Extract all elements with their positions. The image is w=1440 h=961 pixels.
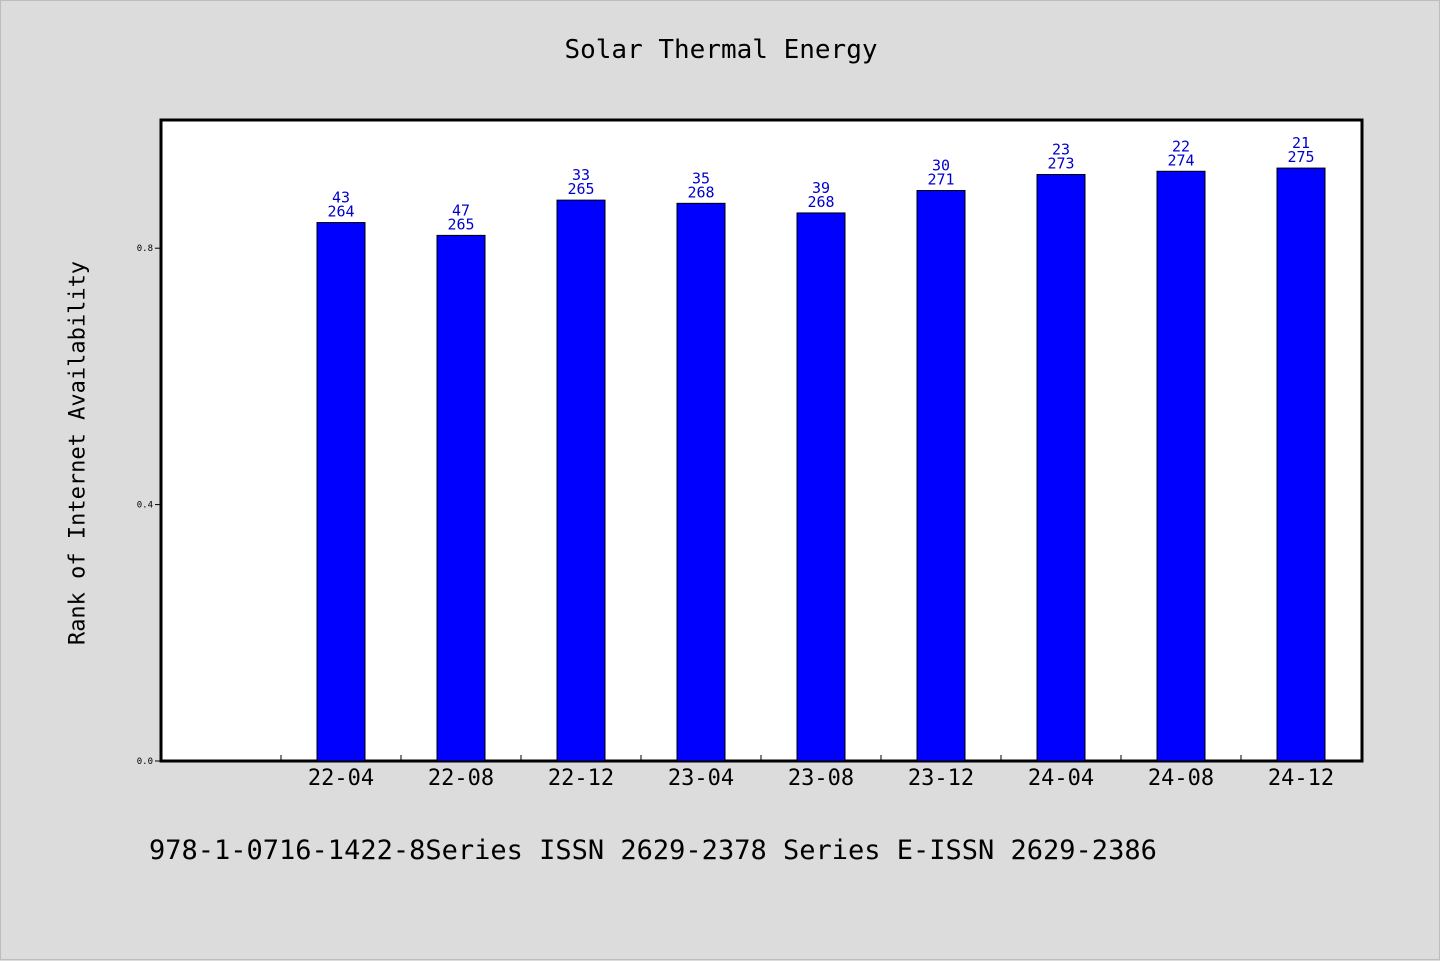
bar-label-top: 43	[332, 189, 350, 207]
bar-label-bottom: 273	[1047, 154, 1074, 172]
bar-label-top: 33	[572, 166, 590, 184]
bar-label-top: 39	[812, 179, 830, 197]
x-tick-label: 22-08	[428, 766, 494, 791]
bar	[676, 202, 726, 762]
bar	[316, 222, 366, 762]
x-tick-label: 23-04	[668, 766, 734, 791]
y-tick-label: 0.4	[137, 501, 153, 511]
x-tick-label: 24-08	[1148, 766, 1214, 791]
bar-label-bottom: 268	[687, 183, 714, 201]
bar-label-top: 23	[1052, 140, 1070, 158]
bar	[916, 190, 966, 762]
bar-label-top: 35	[692, 169, 710, 187]
bar	[1276, 167, 1326, 762]
bar-label-top: 30	[932, 157, 950, 175]
bar-label-top: 47	[452, 201, 470, 219]
x-tick-label: 22-12	[548, 766, 614, 791]
y-tick-label: 0.8	[137, 244, 153, 254]
bar-label-top: 22	[1172, 137, 1190, 155]
bar-label-bottom: 268	[807, 193, 834, 211]
bar	[556, 199, 606, 762]
bar	[1156, 170, 1206, 762]
bar-label-bottom: 271	[927, 171, 954, 189]
y-ticks-group: 0.0 0.4 0.8	[137, 244, 161, 767]
x-tick-label: 24-12	[1268, 766, 1334, 791]
bar-label-bottom: 265	[567, 180, 594, 198]
bar-label-bottom: 264	[327, 203, 354, 221]
bar-label-top: 21	[1292, 134, 1310, 152]
bar-label-bottom: 274	[1167, 151, 1194, 169]
x-ticks-group: 22-04 22-08 22-12 23-04 23-08 23-12 24-04 24-08…	[280, 755, 1362, 791]
bar	[796, 212, 846, 762]
x-tick-label: 23-08	[788, 766, 854, 791]
x-tick-label: 22-04	[308, 766, 374, 791]
x-tick-label: 23-12	[908, 766, 974, 791]
footer-text: 978-1-0716-1422-8Series ISSN 2629-2378 S…	[149, 835, 1157, 866]
bar	[436, 234, 486, 762]
bar-label-bottom: 275	[1287, 148, 1314, 166]
x-tick-label: 24-04	[1028, 766, 1094, 791]
bar	[1036, 173, 1086, 762]
y-tick-label: 0.0	[137, 757, 153, 767]
chart-title: Solar Thermal Energy	[564, 35, 878, 65]
bar-label-bottom: 265	[447, 215, 474, 233]
